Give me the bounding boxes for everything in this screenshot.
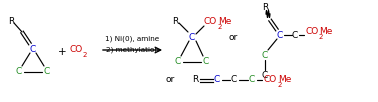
Text: C: C xyxy=(262,52,268,60)
Text: or: or xyxy=(228,33,238,42)
Text: 2: 2 xyxy=(83,52,87,58)
Text: C: C xyxy=(16,68,22,76)
Text: C: C xyxy=(44,68,50,76)
Text: Me: Me xyxy=(319,28,333,37)
Text: C: C xyxy=(277,30,283,39)
Text: C: C xyxy=(189,33,195,42)
Text: or: or xyxy=(166,75,175,84)
Text: C: C xyxy=(214,75,220,84)
Text: CO: CO xyxy=(263,75,277,84)
Text: 1) Ni(0), amine: 1) Ni(0), amine xyxy=(105,36,159,42)
Text: +: + xyxy=(58,47,66,57)
Text: C: C xyxy=(292,30,298,39)
Text: CO: CO xyxy=(70,45,83,54)
Text: C: C xyxy=(30,44,36,54)
Text: C: C xyxy=(262,70,268,79)
Text: CO: CO xyxy=(305,28,319,37)
Text: C: C xyxy=(249,75,255,84)
Text: 2: 2 xyxy=(218,24,222,30)
Text: 2: 2 xyxy=(278,82,282,88)
Text: C: C xyxy=(231,75,237,84)
Text: R: R xyxy=(262,3,268,12)
Text: Me: Me xyxy=(278,75,292,84)
Text: 2: 2 xyxy=(319,34,323,40)
Text: R: R xyxy=(172,18,178,27)
Text: C: C xyxy=(175,58,181,67)
Text: CO: CO xyxy=(203,18,217,27)
Text: Me: Me xyxy=(218,18,232,27)
Text: R: R xyxy=(8,18,14,27)
Text: C: C xyxy=(203,58,209,67)
Text: 2) methylation: 2) methylation xyxy=(105,47,158,53)
Text: R: R xyxy=(192,75,198,84)
